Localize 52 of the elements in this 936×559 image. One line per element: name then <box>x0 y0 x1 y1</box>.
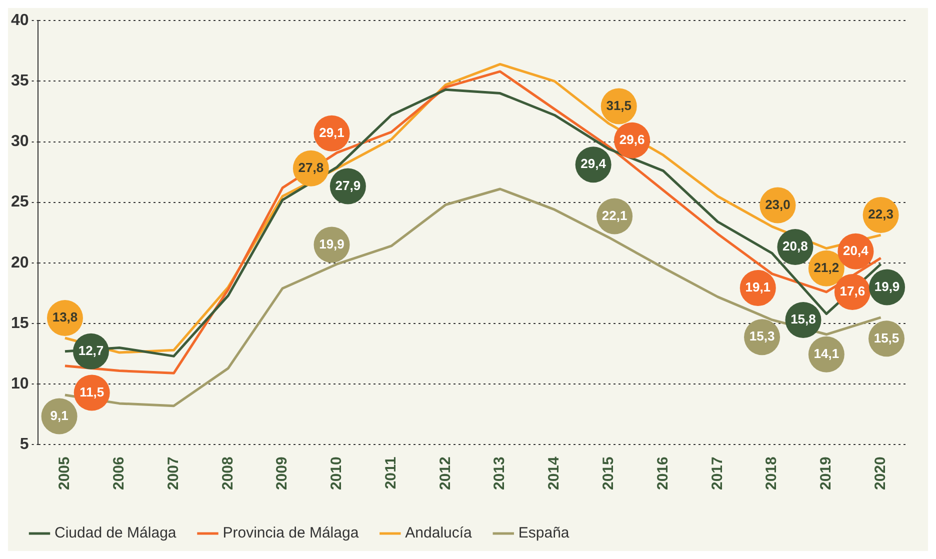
x-tick-label: 2016 <box>654 456 672 490</box>
x-tick-label: 2006 <box>110 456 128 490</box>
x-tick-label: 2013 <box>491 456 508 490</box>
y-tick-label: 10 <box>11 375 29 392</box>
y-tick-label: 5 <box>20 436 29 454</box>
data-label: 9,1 <box>50 408 68 423</box>
y-tick-label: 20 <box>11 254 29 272</box>
data-label: 27,8 <box>298 160 324 175</box>
data-label: 19,9 <box>874 278 900 294</box>
data-label: 15,3 <box>749 328 775 344</box>
data-label: 22,3 <box>868 206 894 222</box>
y-tick-label: 25 <box>11 194 29 211</box>
y-tick-label: 30 <box>11 133 29 150</box>
data-label: 12,7 <box>78 342 104 358</box>
data-label: 13,8 <box>52 310 78 325</box>
data-label: 20,4 <box>843 242 870 258</box>
x-tick-label: 2015 <box>600 456 618 490</box>
legend-label: Andalucía <box>405 524 473 542</box>
x-tick-label: 2008 <box>219 456 236 490</box>
y-tick-label: 15 <box>11 314 29 332</box>
data-label: 21,2 <box>814 260 840 275</box>
data-label: 23,0 <box>765 196 790 212</box>
data-label: 29,4 <box>580 156 607 172</box>
legend-label: Provincia de Málaga <box>222 524 360 542</box>
x-tick-label: 2017 <box>708 456 726 490</box>
x-tick-label: 2014 <box>546 456 563 490</box>
x-tick-label: 2019 <box>818 456 835 490</box>
y-tick-label: 35 <box>11 72 29 90</box>
x-tick-label: 2009 <box>274 456 291 490</box>
data-label: 15,8 <box>790 312 816 327</box>
x-tick-label: 2011 <box>382 456 400 490</box>
data-label: 11,5 <box>80 384 104 400</box>
data-label: 22,1 <box>602 208 628 223</box>
x-tick-label: 2012 <box>436 456 454 490</box>
data-label: 19,9 <box>319 236 344 252</box>
data-label: 27,9 <box>335 178 361 193</box>
legend-label: Ciudad de Málaga <box>54 524 177 542</box>
data-label: 15,5 <box>874 330 900 346</box>
data-label: 29,1 <box>319 124 344 140</box>
x-tick-label: 2020 <box>872 456 889 490</box>
data-label: 31,5 <box>606 98 632 113</box>
data-label: 14,1 <box>814 346 840 361</box>
data-label: 17,6 <box>840 284 866 299</box>
data-label: 29,6 <box>619 132 645 147</box>
x-tick-label: 2018 <box>763 456 780 490</box>
x-tick-label: 2005 <box>56 456 74 490</box>
data-label: 20,8 <box>782 238 808 254</box>
data-label: 19,1 <box>745 280 771 295</box>
x-tick-label: 2007 <box>164 456 182 490</box>
legend-label: España <box>518 524 570 542</box>
y-tick-label: 40 <box>11 12 29 30</box>
x-tick-label: 2010 <box>328 456 346 490</box>
